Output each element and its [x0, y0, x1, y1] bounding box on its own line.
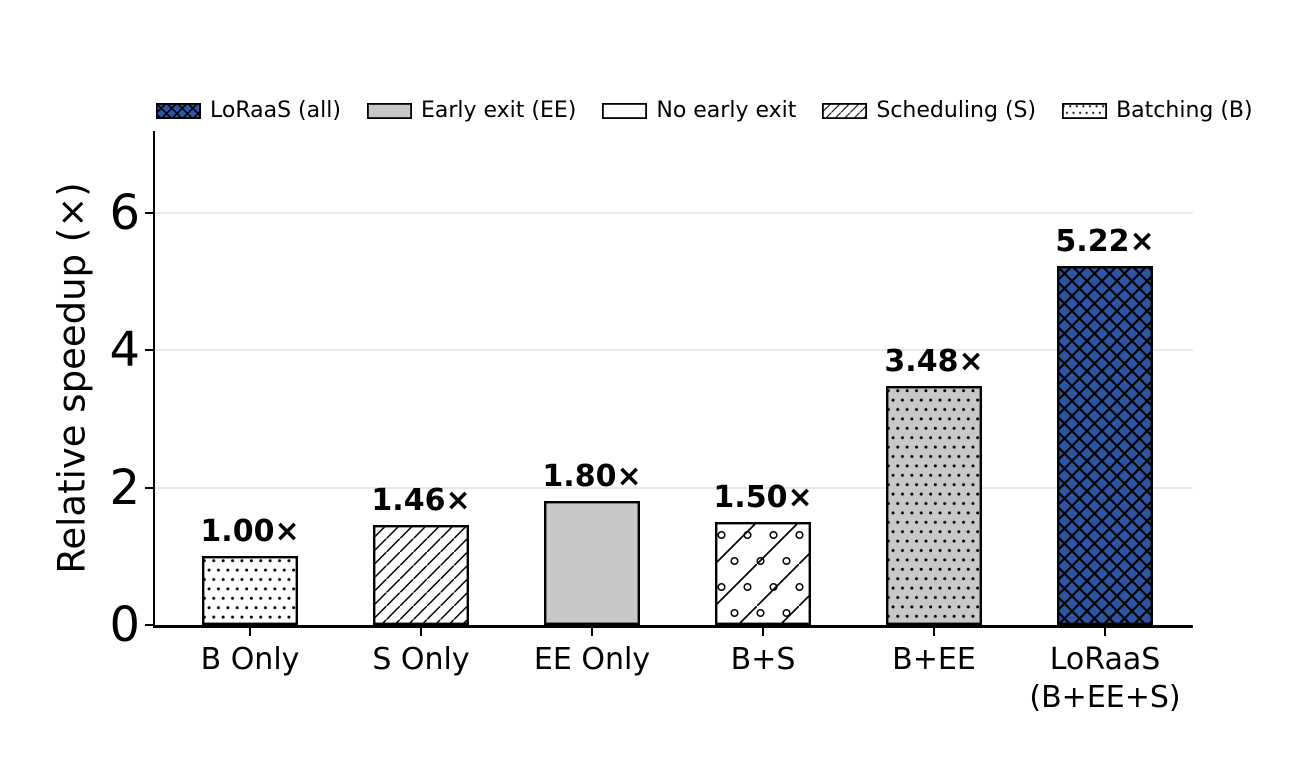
legend-label: Scheduling (S): [876, 98, 1037, 123]
x-category-labels: B Only S Only EE Only B+S B+EE LoRaaS (B…: [155, 641, 1193, 731]
bar-ee-only: [544, 501, 640, 625]
legend-label: Batching (B): [1116, 98, 1253, 123]
y-tick-label: 6: [109, 184, 140, 241]
legend-entry: Early exit (EE): [366, 98, 577, 123]
bar-group-loraas: 5.22×: [1020, 225, 1191, 625]
bar-group-b-only: 1.00×: [165, 515, 336, 625]
x-category-label: S Only: [372, 642, 470, 677]
bar-group-ee-only: 1.80×: [507, 460, 678, 625]
x-category-label: EE Only: [533, 642, 651, 677]
y-tick-labels: 0 2 4 6: [0, 131, 140, 649]
bar-value-label: 5.22×: [1055, 224, 1155, 259]
bar-b-only: [202, 556, 298, 625]
plot-area: 1.00× 1.46× 1.80× 1.50× 3.48× 5.22×: [145, 131, 1193, 636]
legend-label: No early exit: [656, 98, 797, 123]
y-tick-label: 4: [109, 322, 140, 379]
bar-value-label: 3.48×: [884, 344, 984, 379]
x-category-label: B Only: [200, 642, 300, 677]
x-category-label: B+EE: [892, 642, 976, 677]
legend-entry: LoRaaS (all): [156, 98, 341, 123]
bar-loraas-full: [886, 386, 982, 625]
bar-value-label: 1.50×: [713, 480, 813, 515]
legend-entry: Scheduling (S): [822, 98, 1036, 123]
bar-group-b-ee: 3.48×: [849, 345, 1020, 625]
bar-group-s-only: 1.46×: [336, 484, 507, 625]
bar-value-label: 1.80×: [542, 459, 642, 494]
legend-swatch-early-exit: [366, 102, 412, 119]
bar-s-only: [373, 525, 469, 625]
bar-loraas: [1057, 266, 1153, 625]
legend-label: Early exit (EE): [420, 98, 577, 123]
y-tick-label: 2: [109, 459, 140, 516]
y-axis-spine: [153, 131, 155, 625]
bar-value-label: 1.46×: [371, 483, 471, 518]
legend: LoRaaS (all) Early exit (EE) No early ex…: [156, 98, 1253, 123]
bar-b-s: [715, 522, 811, 625]
legend-entry: No early exit: [602, 98, 796, 123]
bar-value-label: 1.00×: [200, 514, 300, 549]
bars: 1.00× 1.46× 1.80× 1.50× 3.48× 5.22×: [155, 131, 1193, 625]
y-tick-label: 0: [109, 597, 140, 653]
x-category-label: B+S: [730, 642, 796, 677]
x-category-label: LoRaaS (B+EE+S): [1029, 642, 1181, 715]
legend-swatch-no-early-exit: [602, 102, 648, 119]
legend-swatch-loraas: [156, 102, 201, 119]
legend-swatch-batching: [1062, 102, 1108, 119]
bar-group-b-s: 1.50×: [678, 481, 849, 625]
legend-label: LoRaaS (all): [210, 98, 341, 123]
legend-swatch-scheduling: [822, 102, 868, 119]
legend-entry: Batching (B): [1062, 98, 1253, 123]
x-axis-line: [153, 625, 1193, 628]
